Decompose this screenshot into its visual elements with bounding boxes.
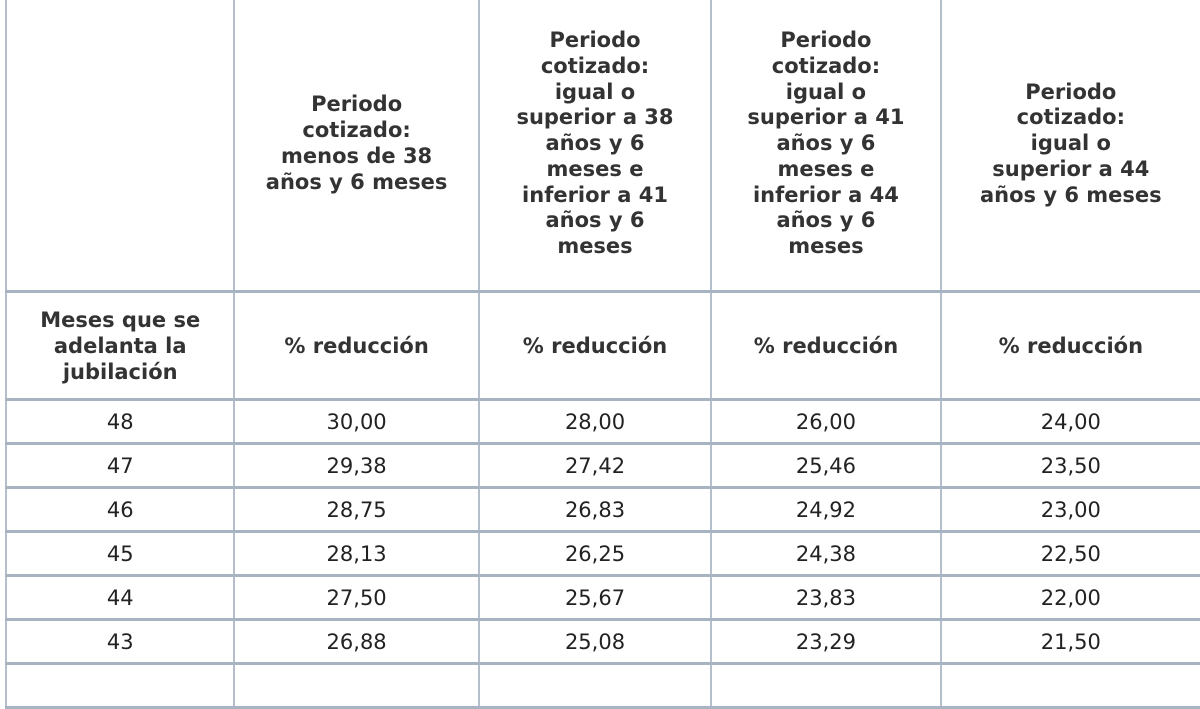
cell-reduccion: 25,46 — [710, 443, 941, 489]
subheader-row: Meses que se adelanta la jubilación % re… — [4, 291, 1200, 401]
header-line: Periodo — [1025, 79, 1117, 104]
subheader-cell-reduccion: % reducción — [477, 291, 712, 401]
subheader-cell-meses: Meses que se adelanta la jubilación — [4, 291, 235, 401]
table-row-partial — [4, 663, 1200, 709]
header-cell-periodo-38-41: Periodo cotizado: igual o superior a 38 … — [477, 0, 712, 293]
header-line: cotizado: — [771, 53, 881, 78]
cell-reduccion: 22,50 — [939, 531, 1200, 577]
cell-reduccion: 26,83 — [477, 487, 712, 533]
header-text: Periodo cotizado: igual o superior a 41 … — [747, 28, 904, 260]
cell-empty — [4, 663, 235, 709]
header-cell-periodo-41-44: Periodo cotizado: igual o superior a 41 … — [710, 0, 941, 293]
header-line: meses — [788, 234, 864, 259]
cell-reduccion: 27,42 — [477, 443, 712, 489]
cell-reduccion: 28,13 — [233, 531, 479, 577]
header-line: Periodo — [311, 92, 403, 117]
header-line: igual o — [785, 79, 867, 104]
header-line: años y 6 — [545, 131, 645, 156]
subheader-cell-reduccion: % reducción — [233, 291, 479, 401]
header-line: Periodo — [780, 27, 872, 52]
cell-reduccion: 24,92 — [710, 487, 941, 533]
table-row: 47 29,38 27,42 25,46 23,50 — [4, 443, 1200, 489]
cell-reduccion: 23,83 — [710, 575, 941, 621]
cell-empty — [233, 663, 479, 709]
cell-reduccion: 26,00 — [710, 399, 941, 445]
header-line: años y 6 meses — [980, 182, 1162, 207]
cell-reduccion: 30,00 — [233, 399, 479, 445]
header-line: Periodo — [549, 27, 641, 52]
header-line: cotizado: — [540, 53, 650, 78]
table-row: 45 28,13 26,25 24,38 22,50 — [4, 531, 1200, 577]
cell-meses: 43 — [4, 619, 235, 665]
cell-reduccion: 23,00 — [939, 487, 1200, 533]
header-text: Periodo cotizado: igual o superior a 44 … — [980, 80, 1162, 209]
cell-reduccion: 23,29 — [710, 619, 941, 665]
cell-reduccion: 24,38 — [710, 531, 941, 577]
cell-reduccion: 28,00 — [477, 399, 712, 445]
header-line: años y 6 — [776, 131, 876, 156]
cell-meses: 48 — [4, 399, 235, 445]
cell-reduccion: 22,00 — [939, 575, 1200, 621]
header-cell-periodo-menos-38: Periodo cotizado: menos de 38 años y 6 m… — [233, 0, 479, 293]
cell-meses: 44 — [4, 575, 235, 621]
cell-meses: 47 — [4, 443, 235, 489]
subheader-line: Meses que se — [40, 307, 201, 332]
subheader-text: Meses que se adelanta la jubilación — [40, 307, 200, 385]
cell-reduccion: 26,88 — [233, 619, 479, 665]
header-line: cotizado: — [302, 118, 411, 143]
cell-reduccion: 25,08 — [477, 619, 712, 665]
cell-reduccion: 27,50 — [233, 575, 479, 621]
header-line: superior a 41 — [747, 105, 905, 130]
header-line: meses — [557, 234, 633, 259]
cell-reduccion: 23,50 — [939, 443, 1200, 489]
header-row: Periodo cotizado: menos de 38 años y 6 m… — [4, 0, 1200, 293]
cell-reduccion: 26,25 — [477, 531, 712, 577]
table-row: 44 27,50 25,67 23,83 22,00 — [4, 575, 1200, 621]
header-line: inferior a 41 — [522, 182, 668, 207]
cell-empty — [710, 663, 941, 709]
header-line: meses e — [777, 156, 875, 181]
table-row: 48 30,00 28,00 26,00 24,00 — [4, 399, 1200, 445]
cell-reduccion: 24,00 — [939, 399, 1200, 445]
cell-meses: 45 — [4, 531, 235, 577]
cell-reduccion: 28,75 — [233, 487, 479, 533]
subheader-cell-reduccion: % reducción — [710, 291, 941, 401]
header-line: inferior a 44 — [752, 182, 899, 207]
cell-reduccion: 21,50 — [939, 619, 1200, 665]
header-line: menos de 38 — [281, 144, 433, 168]
header-line: superior a 38 — [516, 105, 674, 130]
header-line: años y 6 — [776, 208, 876, 233]
cell-reduccion: 29,38 — [233, 443, 479, 489]
header-text: Periodo cotizado: igual o superior a 38 … — [516, 28, 673, 260]
header-cell-periodo-44-plus: Periodo cotizado: igual o superior a 44 … — [939, 0, 1200, 293]
header-line: cotizado: — [1016, 105, 1126, 130]
header-line: años y 6 — [545, 208, 645, 233]
table-row: 46 28,75 26,83 24,92 23,00 — [4, 487, 1200, 533]
header-line: igual o — [1030, 131, 1111, 156]
table-row: 43 26,88 25,08 23,29 21,50 — [4, 619, 1200, 665]
header-line: meses e — [546, 156, 644, 181]
header-cell-empty — [4, 0, 235, 293]
cell-reduccion: 25,67 — [477, 575, 712, 621]
header-line: igual o — [554, 79, 636, 104]
cell-empty — [477, 663, 712, 709]
cell-empty — [939, 663, 1200, 709]
jubilacion-reduction-table: Periodo cotizado: menos de 38 años y 6 m… — [4, 0, 1200, 709]
subheader-line: adelanta la — [53, 333, 187, 358]
header-line: años y 6 meses — [265, 169, 448, 194]
header-text: Periodo cotizado: menos de 38 años y 6 m… — [266, 92, 448, 195]
subheader-cell-reduccion: % reducción — [939, 291, 1200, 401]
header-line: superior a 44 — [992, 156, 1150, 181]
cell-meses: 46 — [4, 487, 235, 533]
subheader-line: jubilación — [62, 359, 178, 384]
